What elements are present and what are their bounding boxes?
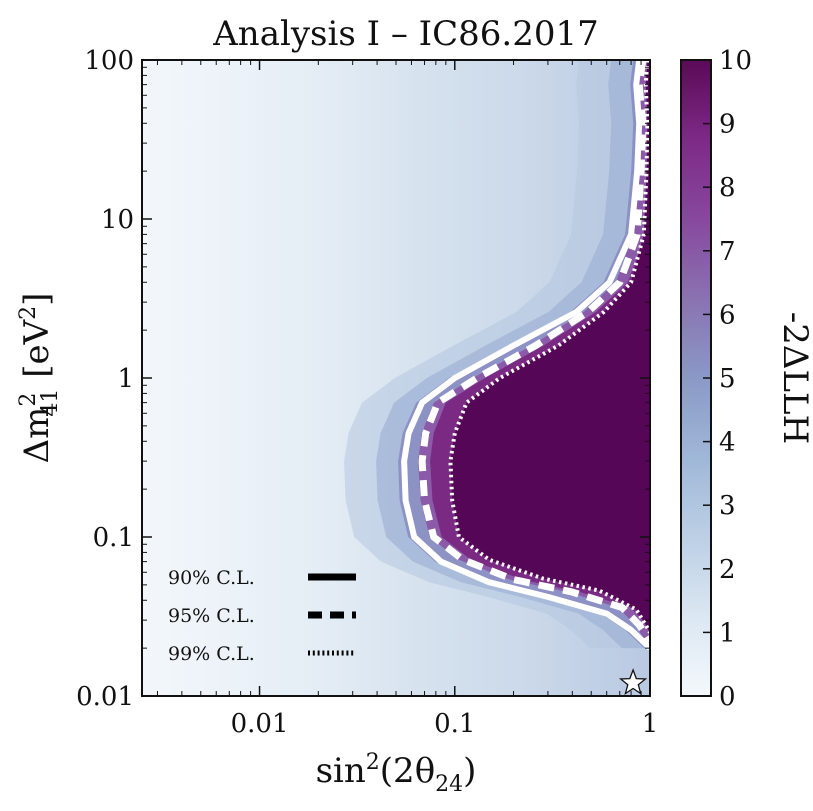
colorbar-tick-label: 8 (719, 173, 736, 203)
plot-area (142, 60, 650, 696)
y-tick-label: 100 (84, 46, 134, 76)
colorbar: 0 1 2 3 4 5 6 7 8 9 10 -2ΔLLH (680, 46, 813, 712)
colorbar-tick-label: 4 (719, 428, 736, 458)
contour-lines (401, 60, 650, 651)
y-tick-label: 0.01 (76, 682, 134, 712)
chart-title: Analysis I – IC86.2017 (212, 14, 598, 54)
contour-solid (401, 60, 650, 651)
colorbar-label: -2ΔLLH (775, 312, 813, 444)
contour-dotted (448, 60, 650, 634)
contour-dashed (418, 60, 650, 644)
y-tick-label: 0.1 (93, 523, 134, 553)
legend: 90% C.L. 95% C.L. 99% C.L. (168, 567, 356, 665)
x-tick-label: 0.1 (434, 709, 475, 739)
x-axis-label: sin2(2θ24) (316, 750, 477, 797)
y-tick-label: 1 (117, 364, 134, 394)
x-axis: 0.01 0.1 1 (156, 60, 659, 739)
colorbar-tick-label: 9 (719, 110, 736, 140)
colorbar-ticks: 0 1 2 3 4 5 6 7 8 9 10 (703, 46, 752, 712)
y-axis: 0.01 0.1 1 10 100 (76, 46, 650, 712)
x-tick-label: 1 (642, 709, 659, 739)
best-fit-marker (618, 668, 648, 695)
colorbar-tick-label: 7 (719, 237, 736, 267)
colorbar-tick-label: 3 (719, 491, 736, 521)
colorbar-tick-label: 2 (719, 555, 736, 585)
colorbar-tick-label: 5 (719, 364, 736, 394)
colorbar-tick-label: 10 (719, 46, 752, 76)
heat-band-10 (450, 60, 650, 633)
colorbar-tick-label: 6 (719, 300, 736, 330)
y-axis-label: Δm241 [eV2] (16, 293, 63, 464)
legend-label: 99% C.L. (168, 643, 255, 665)
legend-label: 90% C.L. (168, 567, 255, 589)
y-tick-label: 10 (101, 205, 134, 235)
best-fit-star (618, 668, 648, 695)
colorbar-tick-label: 1 (719, 618, 736, 648)
x-tick-label: 0.01 (231, 709, 289, 739)
legend-label: 95% C.L. (168, 605, 255, 627)
colorbar-tick-label: 0 (719, 682, 736, 712)
